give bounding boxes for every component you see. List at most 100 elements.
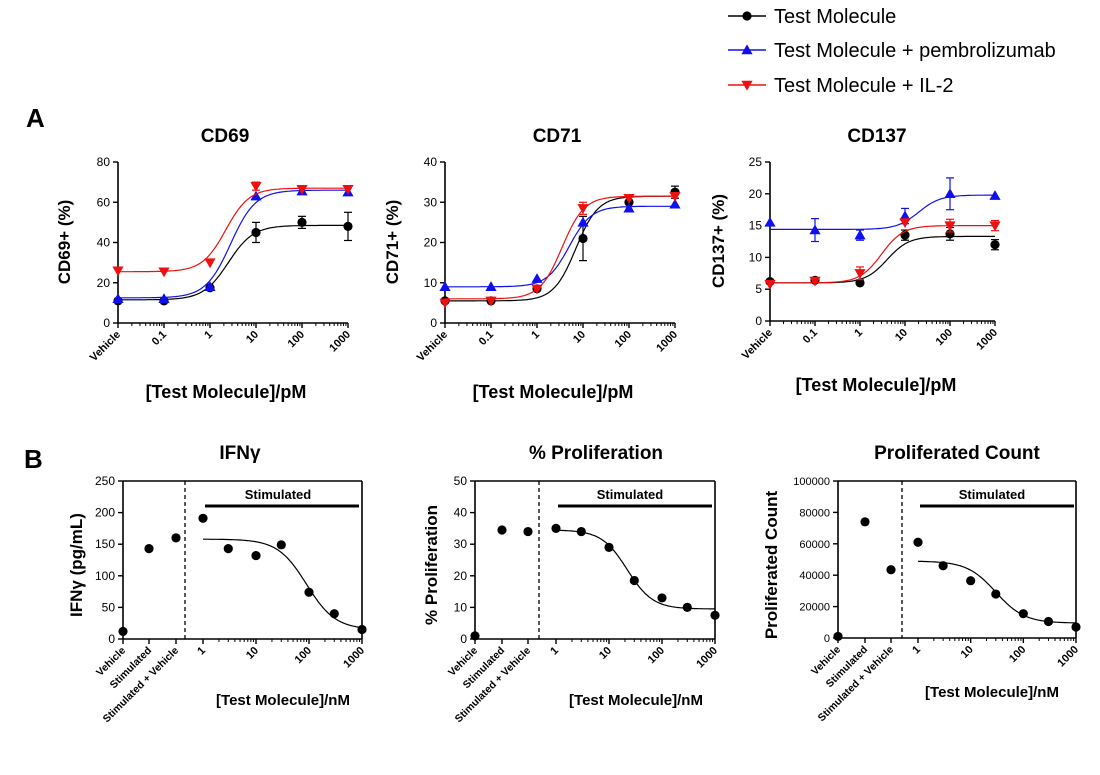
data-point xyxy=(251,550,261,561)
x-tick-label: 10 xyxy=(571,329,588,346)
data-point xyxy=(112,266,124,277)
x-tick-label: 1 xyxy=(202,329,215,342)
x-axis-label: [Test Molecule]/pM xyxy=(796,375,957,395)
data-point xyxy=(204,258,216,269)
stimulated-label: Stimulated xyxy=(959,487,1026,502)
y-tick-label: 50 xyxy=(454,474,468,488)
x-tick-label: 1000 xyxy=(974,327,1000,353)
data-point xyxy=(913,537,923,547)
fit-curve-0 xyxy=(445,195,675,302)
data-point xyxy=(809,276,821,287)
data-point xyxy=(329,609,339,619)
legend-label-0: Test Molecule xyxy=(774,6,896,28)
y-tick-label: 10 xyxy=(749,250,763,264)
y-tick-label: 60000 xyxy=(799,539,830,551)
chart-title: IFNγ xyxy=(219,443,261,464)
data-point xyxy=(938,561,948,571)
y-axis-label: CD69+ (%) xyxy=(55,200,74,285)
y-tick-label: 20 xyxy=(749,187,763,201)
y-axis-label: IFNγ (pg/mL) xyxy=(67,513,86,617)
stimulated-label: Stimulated xyxy=(597,487,664,502)
x-tick-label: Vehicle xyxy=(415,329,450,364)
x-tick-label: 1000 xyxy=(341,645,367,671)
data-point xyxy=(682,602,692,613)
category-point xyxy=(497,525,507,535)
x-tick-label: 1 xyxy=(195,645,208,658)
y-axis-label: % Proliferation xyxy=(422,505,441,625)
legend-marker-2 xyxy=(741,80,753,91)
data-point xyxy=(899,218,911,229)
x-tick-label: 100 xyxy=(646,645,667,666)
fit-curve-0 xyxy=(203,538,363,629)
y-tick-label: 0 xyxy=(108,632,115,646)
y-tick-label: 0 xyxy=(755,314,762,328)
y-tick-label: 80000 xyxy=(799,507,830,519)
data-point xyxy=(1071,622,1081,632)
category-point xyxy=(860,517,870,527)
y-tick-label: 10 xyxy=(424,276,438,290)
y-tick-label: 40 xyxy=(454,506,468,520)
x-tick-label: 10 xyxy=(597,645,614,662)
y-tick-label: 40 xyxy=(97,236,111,250)
x-tick-label: 100 xyxy=(613,329,634,350)
chart-title: CD137 xyxy=(847,126,906,147)
y-axis-label: CD71+ (%) xyxy=(383,200,402,285)
y-tick-label: 15 xyxy=(749,219,763,233)
data-point xyxy=(439,281,451,291)
data-point xyxy=(854,269,866,279)
data-point xyxy=(623,202,635,213)
data-point xyxy=(531,273,543,283)
category-point xyxy=(171,533,181,543)
data-point xyxy=(944,188,956,198)
data-point xyxy=(623,194,635,204)
x-tick-label: Vehicle xyxy=(88,329,123,364)
category-point xyxy=(833,631,843,642)
data-point xyxy=(296,184,308,195)
data-point xyxy=(1018,609,1028,619)
data-point xyxy=(764,279,776,290)
x-tick-label: 1 xyxy=(852,327,865,340)
data-point xyxy=(764,216,776,227)
y-tick-label: 40000 xyxy=(799,570,830,582)
data-point xyxy=(223,544,233,554)
y-axis-label: CD137+ (%) xyxy=(709,194,728,288)
x-tick-label: 1 xyxy=(548,645,561,658)
data-point xyxy=(578,233,588,244)
fit-curve-1 xyxy=(770,194,995,230)
y-tick-label: 100000 xyxy=(793,476,830,488)
x-axis-label: [Test Molecule]/nM xyxy=(569,692,703,709)
data-point xyxy=(657,593,667,603)
x-tick-label: 1000 xyxy=(694,645,720,671)
fit-curve-1 xyxy=(118,189,348,299)
chart-5: Proliferated Count 0 20000 40000 60000 80000 1… xyxy=(762,443,1081,724)
data-point xyxy=(669,192,681,202)
y-tick-label: 10 xyxy=(454,600,468,614)
y-tick-label: 20 xyxy=(454,569,468,583)
data-point xyxy=(577,216,589,227)
data-point xyxy=(855,278,865,288)
x-tick-label: 100 xyxy=(934,327,955,348)
y-tick-label: 25 xyxy=(749,155,763,169)
y-tick-label: 20 xyxy=(97,276,111,290)
data-point xyxy=(966,576,976,586)
data-point xyxy=(297,217,307,227)
data-point xyxy=(250,190,262,201)
fit-curve-2 xyxy=(770,225,995,284)
y-tick-label: 0 xyxy=(430,316,437,330)
x-axis-label: [Test Molecule]/nM xyxy=(216,692,350,709)
data-point xyxy=(551,523,561,534)
category-point xyxy=(144,544,154,554)
data-point xyxy=(276,540,286,550)
data-point xyxy=(576,526,586,537)
data-point xyxy=(112,293,124,304)
data-point xyxy=(158,293,170,304)
data-point xyxy=(439,298,451,309)
data-point xyxy=(343,221,353,231)
fit-curve-1 xyxy=(445,205,675,288)
legend-label-1: Test Molecule + pembrolizumab xyxy=(774,40,1056,62)
chart-2: CD137 0 5 10 15 20 25 Vehicle 0.1 1 10 100 1000 CD137… xyxy=(709,126,1001,395)
chart-1: CD71 0 10 20 30 40 Vehicle 0.1 1 10 100 1000 CD71+ (… xyxy=(383,126,681,402)
category-point xyxy=(886,565,896,575)
y-axis-label: Proliferated Count xyxy=(762,491,781,640)
